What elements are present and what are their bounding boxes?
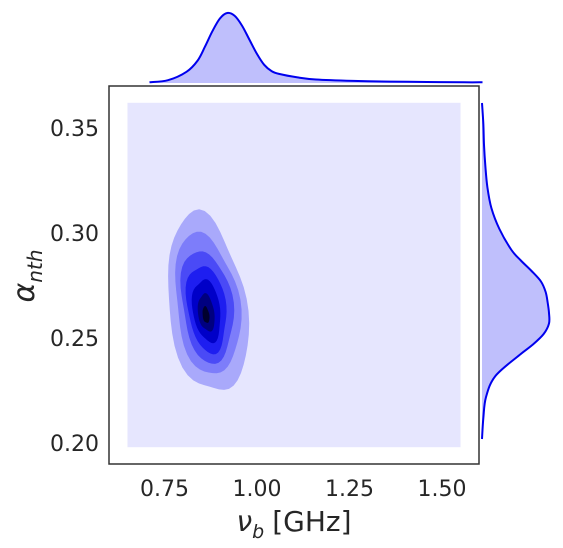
contour-level-7 — [202, 306, 210, 323]
x-tick-label: 1.50 — [418, 477, 467, 502]
x-tick-labels: 0.75 1.00 1.25 1.50 — [140, 477, 466, 502]
y-axis-label-main: α — [7, 282, 42, 302]
joint-density-panel — [108, 85, 480, 465]
y-tick-label: 0.20 — [50, 432, 99, 457]
y-marginal-line — [481, 102, 551, 440]
x-marginal-density — [149, 11, 483, 84]
y-tick-label: 0.30 — [50, 222, 99, 247]
x-axis-label: νb [GHz] — [237, 505, 352, 543]
y-tick-labels: 0.20 0.25 0.30 0.35 — [50, 117, 99, 457]
y-marginal-density — [481, 102, 551, 440]
y-axis-label-sub: nth — [23, 250, 47, 283]
density-contours — [168, 209, 250, 390]
y-marginal-fill — [482, 103, 550, 439]
x-tick-label: 0.75 — [140, 477, 189, 502]
y-tick-label: 0.25 — [50, 327, 99, 352]
x-marginal-fill — [149, 12, 483, 83]
x-axis-label-unit: [GHz] — [272, 505, 351, 538]
y-tick-label: 0.35 — [50, 117, 99, 142]
x-axis-label-sub: b — [252, 521, 264, 543]
x-tick-label: 1.00 — [233, 477, 282, 502]
x-marginal-line — [149, 11, 483, 84]
x-tick-label: 1.25 — [325, 477, 374, 502]
x-axis-label-main: ν — [237, 505, 253, 538]
y-axis-label: αnth — [7, 250, 47, 303]
plot-frame — [108, 85, 480, 465]
